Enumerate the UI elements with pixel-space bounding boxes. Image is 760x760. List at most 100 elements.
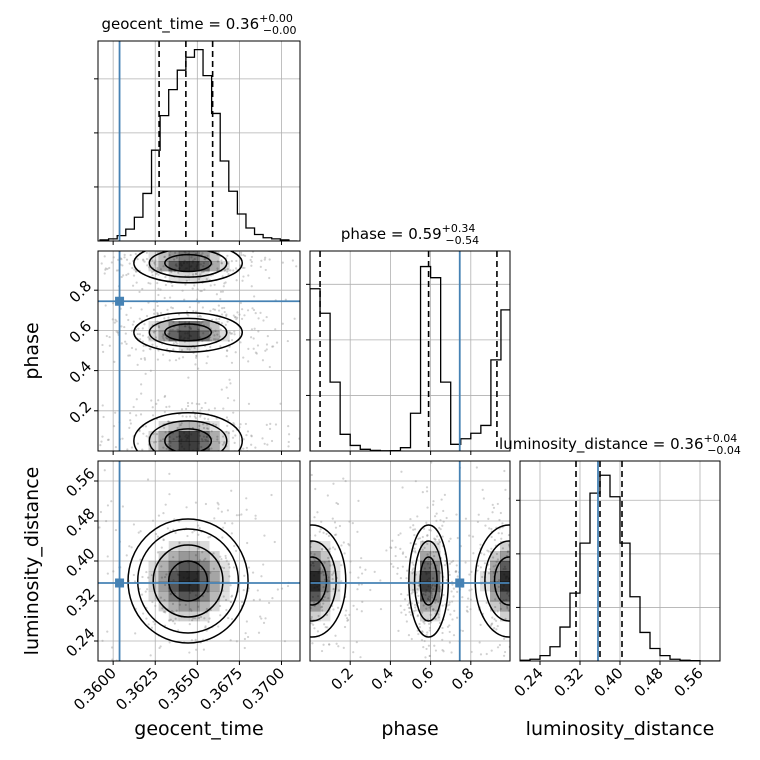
- sample-point: [176, 468, 178, 470]
- sample-point: [526, 569, 528, 571]
- sample-point: [432, 550, 435, 554]
- sample-point: [327, 597, 330, 600]
- sample-point: [243, 620, 245, 622]
- sample-point: [184, 283, 187, 286]
- sample-point: [291, 565, 293, 567]
- sample-point: [320, 605, 324, 608]
- sample-point: [89, 257, 91, 259]
- density-cell: [158, 251, 170, 262]
- sample-point: [452, 634, 456, 637]
- sample-point: [228, 331, 232, 334]
- sample-point: [162, 337, 165, 340]
- sample-point: [153, 261, 156, 265]
- density-cell: [310, 591, 321, 602]
- sample-point: [428, 626, 432, 629]
- sample-point: [93, 446, 95, 448]
- x-tick-label: 0.3625: [112, 664, 162, 714]
- sample-point: [215, 667, 217, 669]
- sample-point: [303, 592, 305, 594]
- sample-point: [235, 318, 238, 321]
- sample-point: [151, 343, 154, 346]
- contour-line: [148, 317, 228, 348]
- sample-point: [511, 587, 513, 589]
- sample-point: [552, 667, 554, 669]
- sample-point: [172, 342, 175, 345]
- sample-point: [452, 595, 455, 598]
- sample-point: [322, 689, 324, 691]
- sample-point: [426, 534, 429, 537]
- density-cell: [209, 591, 220, 602]
- sample-point: [545, 587, 547, 589]
- sample-point: [407, 634, 411, 637]
- sample-point: [170, 306, 173, 309]
- sample-point: [179, 457, 181, 459]
- sample-point: [135, 270, 138, 273]
- sample-point: [219, 478, 221, 480]
- sample-point: [214, 338, 217, 341]
- sample-point: [133, 268, 136, 271]
- sample-point: [209, 284, 212, 287]
- sample-point: [130, 346, 134, 350]
- sample-point: [198, 314, 201, 317]
- sample-point: [557, 630, 559, 632]
- sample-point: [414, 606, 417, 609]
- sample-point: [207, 246, 209, 248]
- sample-point: [121, 264, 124, 267]
- sample-point: [186, 313, 189, 316]
- sample-point: [120, 275, 123, 279]
- sample-point: [100, 440, 103, 443]
- sample-point: [163, 255, 166, 259]
- sample-point: [340, 580, 343, 583]
- sample-point: [254, 312, 257, 315]
- sample-point: [164, 431, 167, 434]
- sample-point: [92, 661, 94, 663]
- sample-point: [245, 433, 248, 437]
- contour-line: [167, 560, 209, 602]
- sample-point: [239, 423, 242, 426]
- sample-point: [345, 609, 348, 612]
- sample-point: [561, 547, 563, 549]
- sample-point: [198, 527, 201, 530]
- sample-point: [123, 325, 126, 329]
- sample-point: [222, 595, 225, 598]
- sample-point: [379, 607, 383, 611]
- sample-point: [162, 238, 164, 240]
- sample-point: [323, 623, 326, 626]
- sample-point: [200, 568, 203, 571]
- density-cell: [500, 601, 510, 612]
- sample-point: [408, 611, 411, 614]
- sample-point: [533, 596, 535, 598]
- sample-point: [409, 526, 412, 529]
- sample-point: [536, 532, 538, 534]
- sample-point: [248, 468, 250, 470]
- sample-point: [344, 479, 347, 483]
- sample-point: [242, 589, 245, 592]
- sample-point: [413, 528, 417, 531]
- sample-point: [241, 308, 244, 311]
- sample-point: [88, 242, 90, 244]
- sample-point: [357, 499, 360, 502]
- sample-point: [323, 595, 326, 599]
- sample-point: [414, 542, 418, 546]
- sample-point: [155, 402, 158, 405]
- sample-point: [213, 452, 215, 454]
- sample-point: [140, 593, 144, 596]
- density-cell: [148, 431, 159, 442]
- sample-point: [294, 615, 296, 617]
- sample-point: [450, 590, 453, 593]
- sample-point: [99, 510, 103, 514]
- sample-point: [396, 666, 398, 668]
- sample-point: [471, 535, 475, 538]
- sample-point: [171, 328, 174, 332]
- sample-point: [114, 445, 118, 449]
- sample-point: [296, 590, 298, 592]
- sample-point: [215, 318, 218, 321]
- sample-point: [349, 560, 352, 563]
- sample-point: [157, 326, 161, 329]
- sample-point: [197, 524, 200, 527]
- sample-point: [434, 538, 437, 541]
- sample-point: [240, 513, 243, 516]
- sample-point: [297, 605, 299, 607]
- sample-point: [279, 621, 281, 623]
- sample-point: [301, 581, 303, 583]
